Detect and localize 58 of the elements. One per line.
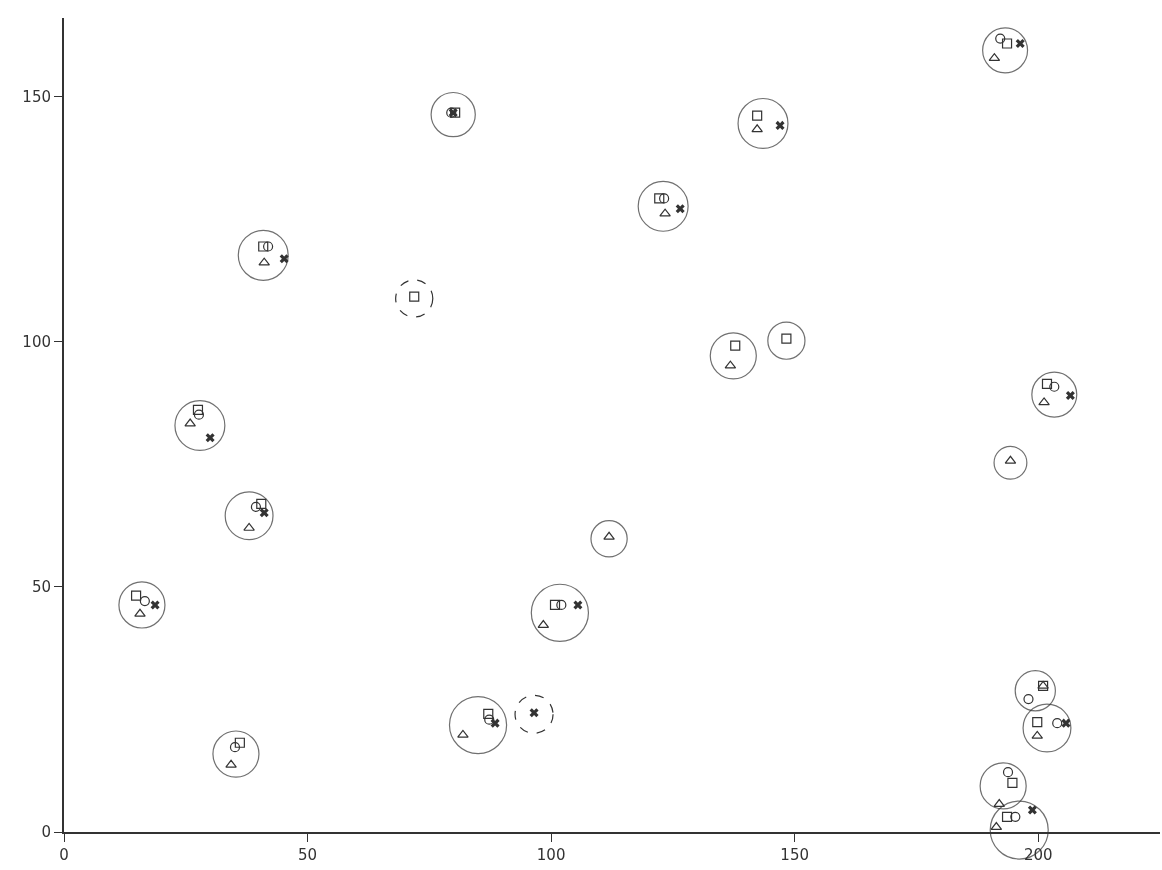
point xyxy=(549,599,561,611)
point xyxy=(1052,718,1063,729)
point xyxy=(150,600,160,610)
point xyxy=(1002,767,1014,778)
y-tick-label: 50 xyxy=(31,578,51,597)
point xyxy=(1001,38,1013,49)
point xyxy=(259,508,269,518)
point xyxy=(654,193,665,204)
point xyxy=(263,241,274,252)
point xyxy=(1001,811,1013,822)
point xyxy=(1010,811,1021,822)
point xyxy=(490,718,500,728)
x-tick-label: 0 xyxy=(59,846,69,864)
point xyxy=(1038,397,1050,406)
point xyxy=(258,257,270,266)
point xyxy=(192,404,204,415)
point xyxy=(1061,718,1071,728)
point xyxy=(243,522,255,531)
y-tick-label: 150 xyxy=(22,87,51,106)
point xyxy=(229,742,241,753)
point xyxy=(193,409,205,420)
x-tick-label: 50 xyxy=(298,846,318,864)
point xyxy=(130,590,142,601)
point xyxy=(483,708,494,719)
point xyxy=(225,759,237,768)
point xyxy=(1032,717,1043,728)
point xyxy=(457,729,469,738)
x-tick-label: 200 xyxy=(1023,846,1053,864)
point xyxy=(279,254,289,264)
point xyxy=(556,599,567,611)
x-tick-label: 100 xyxy=(536,846,566,864)
point xyxy=(751,124,763,133)
point xyxy=(1027,805,1037,815)
point xyxy=(1065,391,1075,401)
point xyxy=(134,608,146,617)
point xyxy=(234,737,245,748)
point xyxy=(752,110,763,121)
point xyxy=(1049,381,1060,392)
point xyxy=(675,204,685,214)
y-tick-label: 0 xyxy=(41,823,51,842)
point xyxy=(730,340,741,351)
point xyxy=(659,193,670,204)
point xyxy=(484,714,495,725)
point xyxy=(775,120,785,130)
point xyxy=(205,433,215,443)
point xyxy=(1007,777,1018,789)
point xyxy=(659,208,671,217)
point xyxy=(995,33,1006,44)
point xyxy=(258,241,269,252)
point xyxy=(256,498,267,510)
point xyxy=(1015,38,1025,49)
point xyxy=(1023,694,1034,705)
point xyxy=(184,418,196,427)
y-tick-label: 100 xyxy=(22,332,51,351)
point xyxy=(573,600,583,610)
point xyxy=(1041,378,1053,389)
point xyxy=(250,501,262,512)
x-tick-label: 150 xyxy=(780,846,809,864)
